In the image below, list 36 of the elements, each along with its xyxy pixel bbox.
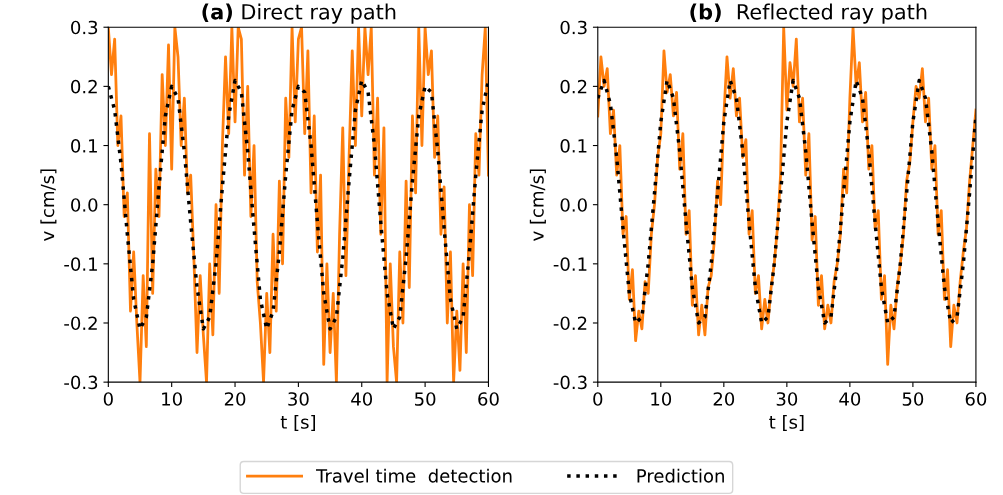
legend-label: Travel time detection: [316, 468, 512, 483]
y-tick-label: 0.3: [71, 20, 98, 35]
y-tick-label: 0.1: [560, 138, 587, 153]
x-tick-label: 40: [839, 392, 861, 406]
x-tick-label: 0: [593, 392, 603, 406]
y-tick-label: -0.1: [64, 257, 97, 271]
x-tick-label: 50: [902, 392, 924, 406]
y-tick-label: 0.0: [71, 198, 98, 212]
y-tick-label: -0.2: [553, 316, 587, 331]
x-tick-label: 10: [162, 392, 182, 406]
x-tick-label: 20: [713, 392, 735, 406]
x-tick-label: 60: [965, 392, 987, 406]
x-tick-label: 10: [651, 392, 672, 406]
y-tick-label: -0.1: [553, 257, 587, 271]
y-tick-label: -0.3: [553, 375, 587, 390]
chart-title: (b) Reflected ray path: [690, 3, 927, 24]
y-tick-label: 0.2: [560, 79, 587, 94]
x-axis-title: t [s]: [280, 414, 315, 431]
y-axis-title: v [cm/s]: [40, 169, 57, 241]
y-tick-label: -0.3: [64, 375, 98, 390]
x-tick-label: 30: [776, 392, 798, 406]
x-tick-label: 20: [224, 392, 246, 406]
chart-title: (a) Direct ray path: [202, 3, 396, 24]
y-tick-label: -0.2: [64, 316, 97, 331]
y-tick-label: 0.1: [71, 138, 97, 153]
x-tick-label: 50: [415, 392, 436, 406]
legend-label: Prediction: [637, 468, 724, 483]
y-tick-label: 0.2: [71, 79, 97, 94]
y-tick-label: 0.3: [560, 20, 587, 35]
x-axis-title: t [s]: [769, 414, 804, 431]
y-tick-label: 0.0: [560, 198, 587, 212]
x-tick-label: 40: [351, 392, 373, 406]
y-axis-title: v [cm/s]: [529, 169, 546, 241]
x-tick-label: 0: [103, 392, 113, 406]
x-tick-label: 60: [478, 392, 499, 406]
x-tick-label: 30: [288, 392, 309, 406]
